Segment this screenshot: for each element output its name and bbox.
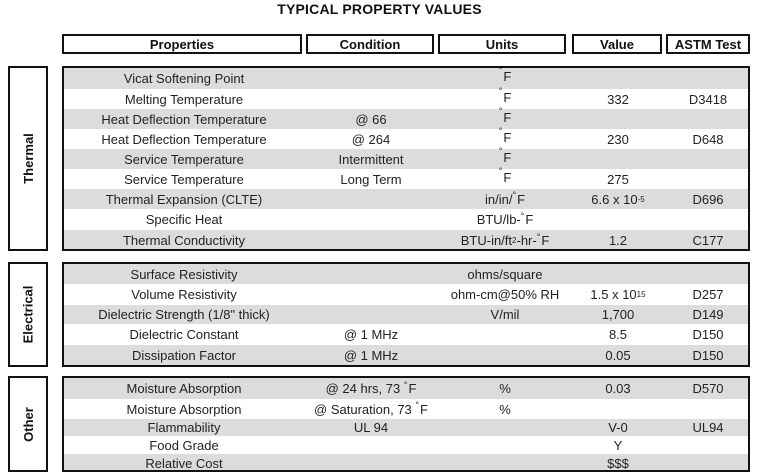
section-label-electrical: Electrical: [8, 262, 48, 367]
table-row: Heat Deflection Temperature @ 264 ° F 230…: [64, 126, 748, 149]
condition-cell: @ 1 MHz: [343, 327, 399, 342]
property-cell: Service Temperature: [124, 171, 244, 187]
units-cell: ° F: [498, 126, 512, 145]
table-row: Thermal Conductivity BTU-in/ft 2 -hr- ° F 1.…: [64, 230, 748, 249]
table-row: Thermal Expansion (CLTE) in/in/° F 6.6 x …: [64, 189, 748, 209]
astm-cell: D149: [692, 307, 724, 322]
property-cell: Moisture Absorption: [126, 381, 242, 396]
property-cell: Dielectric Strength (1/8" thick): [98, 307, 270, 322]
astm-cell: UL94: [692, 420, 724, 435]
property-cell: Surface Resistivity: [130, 266, 238, 282]
units-cell: ohm-cm@50% RH: [450, 287, 560, 302]
value-cell: 0.03: [605, 381, 631, 396]
table-row: Flammability UL 94 V-0 UL94: [64, 419, 748, 436]
header-properties: Properties: [62, 34, 302, 54]
property-cell: Food Grade: [149, 437, 219, 453]
astm-cell: D696: [692, 191, 724, 207]
units-cell: ° F: [498, 66, 512, 84]
units-cell: %: [499, 401, 511, 417]
table-row: Dissipation Factor @ 1 MHz 0.05 D150: [64, 345, 748, 365]
condition-cell: @ 24 hrs, 73 ° F: [325, 379, 417, 397]
header-astm-test: ASTM Test: [666, 34, 750, 54]
header-value: Value: [572, 34, 662, 54]
astm-cell: D257: [692, 287, 724, 302]
property-cell: Vicat Softening Point: [123, 71, 245, 86]
value-cell: V-0: [608, 420, 628, 435]
table-row: Surface Resistivity ohms/square: [64, 264, 748, 284]
section-thermal: Vicat Softening Point ° F Melting Tempera…: [62, 66, 750, 251]
condition-cell: @ 1 MHz: [343, 347, 399, 363]
units-cell: ° F: [498, 86, 512, 105]
section-label-thermal: Thermal: [8, 66, 48, 251]
table-row: Moisture Absorption @ 24 hrs, 73 ° F % 0.…: [64, 378, 748, 399]
value-cell: 8.5: [608, 327, 628, 342]
table-row: Dielectric Strength (1/8" thick) V/mil 1…: [64, 305, 748, 324]
condition-cell: @ Saturation, 73 ° F: [314, 400, 428, 417]
section-label-other-text: Other: [20, 406, 36, 442]
condition-cell: Intermittent: [338, 151, 404, 167]
astm-cell: C177: [692, 233, 724, 248]
units-cell: V/mil: [490, 307, 520, 322]
condition-cell: UL 94: [353, 420, 389, 435]
property-cell: Melting Temperature: [124, 91, 244, 107]
property-cell: Thermal Conductivity: [122, 233, 246, 248]
units-cell: ° F: [498, 166, 512, 185]
units-cell: BTU-in/ft 2 -hr- ° F: [460, 231, 550, 249]
table-row: Heat Deflection Temperature @ 66 ° F: [64, 106, 748, 129]
property-cell: Dissipation Factor: [131, 347, 237, 363]
condition-cell: @ 66: [355, 111, 387, 127]
property-cell: Flammability: [147, 420, 221, 435]
table-row: Dielectric Constant @ 1 MHz 8.5 D150: [64, 324, 748, 345]
table-row: Service Temperature Intermittent ° F: [64, 146, 748, 169]
units-cell: BTU/lb- ° F: [476, 210, 534, 228]
value-cell: 332: [607, 91, 629, 107]
value-cell: Y: [613, 437, 623, 453]
condition-cell: Long Term: [340, 171, 402, 187]
property-cell: Heat Deflection Temperature: [101, 111, 267, 127]
astm-cell: D150: [692, 347, 724, 363]
units-cell: ohms/square: [467, 266, 543, 282]
units-cell: %: [499, 381, 511, 396]
condition-cell: @ 264: [351, 131, 391, 147]
value-cell: 0.05: [605, 347, 631, 363]
property-cell: Dielectric Constant: [129, 327, 239, 342]
astm-cell: D570: [692, 381, 724, 396]
table-row: Vicat Softening Point ° F: [64, 68, 748, 89]
property-cell: Service Temperature: [124, 151, 244, 167]
table-row: Service Temperature Long Term ° F 275: [64, 166, 748, 189]
table-row: Volume Resistivity ohm-cm@50% RH 1.5 x 1…: [64, 284, 748, 305]
value-cell: 230: [607, 131, 629, 147]
property-cell: Volume Resistivity: [131, 287, 237, 302]
units-cell: in/in/° F: [484, 190, 526, 207]
value-cell: 1.2: [608, 233, 628, 248]
header-condition: Condition: [306, 34, 434, 54]
table-row: Relative Cost $$$: [64, 454, 748, 471]
table-row: Melting Temperature ° F 332 D3418: [64, 86, 748, 109]
section-label-other: Other: [8, 376, 48, 472]
astm-cell: D648: [692, 131, 724, 147]
astm-cell: D3418: [688, 91, 728, 107]
property-cell: Thermal Expansion (CLTE): [105, 191, 263, 207]
units-cell: ° F: [498, 146, 512, 165]
table-row: Moisture Absorption @ Saturation, 73 ° F …: [64, 399, 748, 419]
property-cell: Moisture Absorption: [126, 401, 242, 417]
property-cell: Heat Deflection Temperature: [101, 131, 267, 147]
property-cell: Specific Heat: [145, 212, 223, 227]
section-label-electrical-text: Electrical: [20, 285, 36, 344]
value-cell: $$$: [607, 455, 629, 471]
page-title: TYPICAL PROPERTY VALUES: [277, 1, 482, 17]
astm-cell: D150: [692, 327, 724, 342]
table-row: Food Grade Y: [64, 436, 748, 454]
table-row: Specific Heat BTU/lb- ° F: [64, 209, 748, 230]
section-electrical: Surface Resistivity ohms/square Volume R…: [62, 262, 750, 367]
section-other: Moisture Absorption @ 24 hrs, 73 ° F % 0.…: [62, 376, 750, 472]
value-cell: 1,700: [601, 307, 635, 322]
property-cell: Relative Cost: [145, 455, 223, 471]
value-cell: 275: [607, 171, 629, 187]
units-cell: ° F: [498, 106, 512, 125]
header-units: Units: [438, 34, 566, 54]
value-cell: 6.6 x 10 -5: [591, 191, 645, 207]
section-label-thermal-text: Thermal: [20, 133, 36, 184]
value-cell: 1.5 x 10 15: [590, 287, 646, 302]
